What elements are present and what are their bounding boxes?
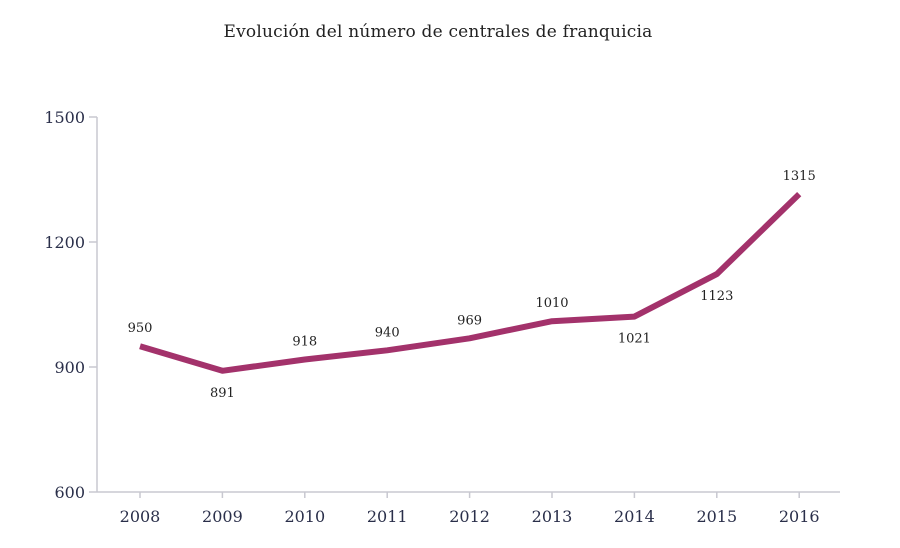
axes: [96, 117, 840, 493]
x-axis-ticks: 2008 2009 2010 2011 2012 2013 2014 2015 2016: [120, 492, 820, 526]
chart-title: Evolución del número de centrales de fra…: [223, 22, 653, 42]
data-label: 940: [375, 325, 400, 340]
x-tick-label: 2015: [696, 507, 737, 526]
x-tick-label: 2008: [120, 507, 161, 526]
x-tick-label: 2009: [202, 507, 243, 526]
x-tick-label: 2011: [367, 507, 408, 526]
data-label: 918: [292, 335, 317, 350]
x-tick-label: 2012: [449, 507, 490, 526]
data-label: 950: [128, 321, 153, 336]
x-tick-label: 2010: [284, 507, 325, 526]
y-tick-label: 1200: [44, 233, 85, 252]
data-label: 1010: [535, 296, 568, 311]
x-tick-label: 2016: [779, 507, 820, 526]
y-axis-ticks: 600 900 1200 1500: [44, 108, 97, 502]
data-label: 891: [210, 386, 235, 401]
x-tick-label: 2013: [532, 507, 573, 526]
y-tick-label: 900: [54, 358, 85, 377]
series-line: [139, 191, 802, 374]
data-label: 1021: [618, 332, 651, 347]
data-labels: 950 891 918 940 969 1010 1021 1123 1315: [128, 169, 816, 401]
data-label: 1315: [783, 169, 816, 184]
series-group: [139, 191, 802, 374]
y-tick-label: 600: [54, 483, 85, 502]
data-label: 1123: [700, 289, 733, 304]
x-tick-label: 2014: [614, 507, 655, 526]
y-tick-label: 1500: [44, 108, 85, 127]
data-label: 969: [457, 313, 482, 328]
